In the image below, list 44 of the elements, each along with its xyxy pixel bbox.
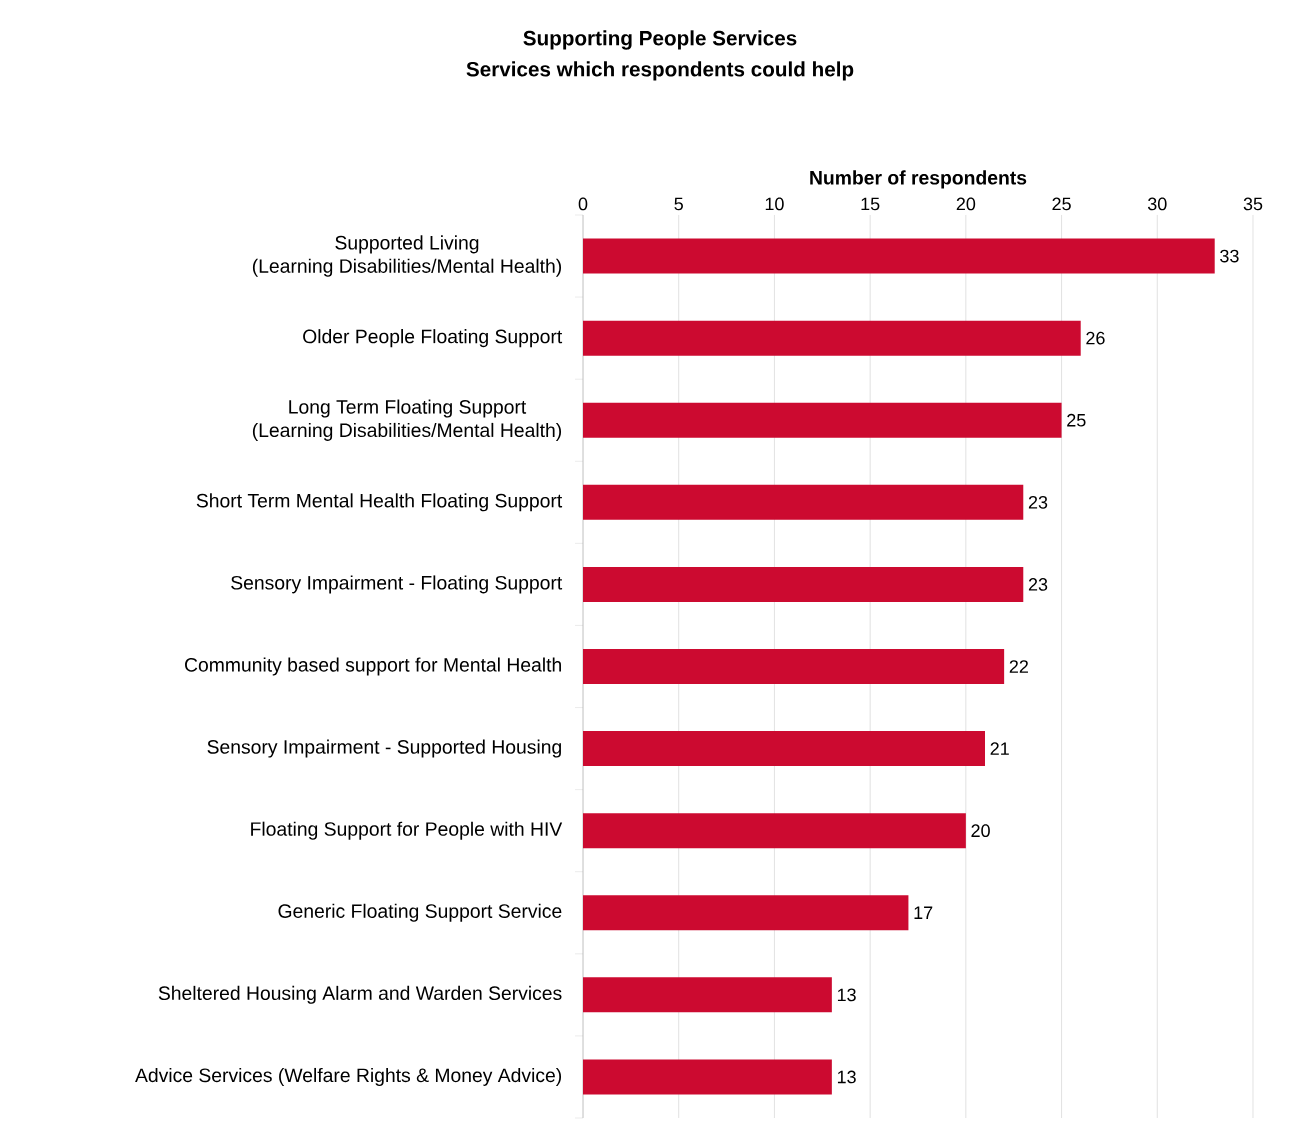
bar bbox=[583, 566, 1024, 602]
x-tick-label: 25 bbox=[1052, 197, 1071, 211]
y-tick-label: Short Term Mental Health Floating Support bbox=[196, 493, 563, 512]
bar bbox=[583, 813, 966, 849]
y-tick-label: Floating Support for People with HIV bbox=[251, 821, 563, 840]
x-tick-label: 20 bbox=[956, 197, 976, 211]
x-tick-label: 15 bbox=[861, 197, 880, 211]
y-tick-label: Sensory Impairment - Floating Support bbox=[231, 575, 563, 594]
data-label: 22 bbox=[1009, 660, 1028, 673]
y-tick-label: Sensory Impairment - Supported Housing bbox=[207, 739, 561, 758]
y-tick-label: Sheltered Housing Alarm and Warden Services bbox=[158, 985, 562, 1004]
x-tick-label: 5 bbox=[674, 197, 683, 211]
bar bbox=[583, 402, 1062, 438]
chart-title: Supporting People Services bbox=[523, 30, 797, 50]
y-tick-label: Older People Floating Support bbox=[303, 329, 563, 348]
y-tick-label: Long Term Floating Support (Learning Disabilities/Mental Health) bbox=[252, 399, 562, 441]
x-tick-label: 35 bbox=[1243, 197, 1263, 211]
data-label: 23 bbox=[1028, 578, 1048, 591]
y-tick-label: Advice Services (Welfare Rights & Money Advice) bbox=[135, 1067, 562, 1086]
bar bbox=[583, 238, 1215, 274]
bar bbox=[583, 649, 1005, 684]
x-tick-label: 10 bbox=[765, 197, 784, 211]
data-label: 20 bbox=[971, 824, 990, 838]
data-label: 13 bbox=[837, 988, 856, 1002]
data-label: 23 bbox=[1028, 495, 1048, 509]
data-label: 33 bbox=[1220, 249, 1239, 263]
bar bbox=[583, 320, 1081, 356]
bar bbox=[583, 977, 832, 1013]
data-label: 26 bbox=[1086, 331, 1105, 345]
data-label: 17 bbox=[914, 906, 933, 919]
x-tick-label: 30 bbox=[1147, 197, 1167, 211]
bar bbox=[583, 731, 985, 767]
bar bbox=[583, 484, 1024, 520]
data-label: 21 bbox=[990, 742, 1009, 755]
x-axis-title: Number of respondents bbox=[810, 170, 1027, 189]
y-tick-label: Generic Floating Support Service bbox=[278, 903, 562, 922]
x-tick-label: 0 bbox=[578, 197, 588, 211]
bar bbox=[583, 895, 909, 931]
data-label: 13 bbox=[837, 1070, 856, 1084]
chart-subtitle: Services which respondents could help bbox=[466, 61, 854, 81]
data-label: 25 bbox=[1067, 413, 1086, 427]
y-tick-label: Community based support for Mental Health bbox=[185, 657, 561, 676]
y-tick-label: Supported Living (Learning Disabilities/Mental Health) bbox=[252, 235, 562, 277]
bar bbox=[583, 1059, 832, 1095]
